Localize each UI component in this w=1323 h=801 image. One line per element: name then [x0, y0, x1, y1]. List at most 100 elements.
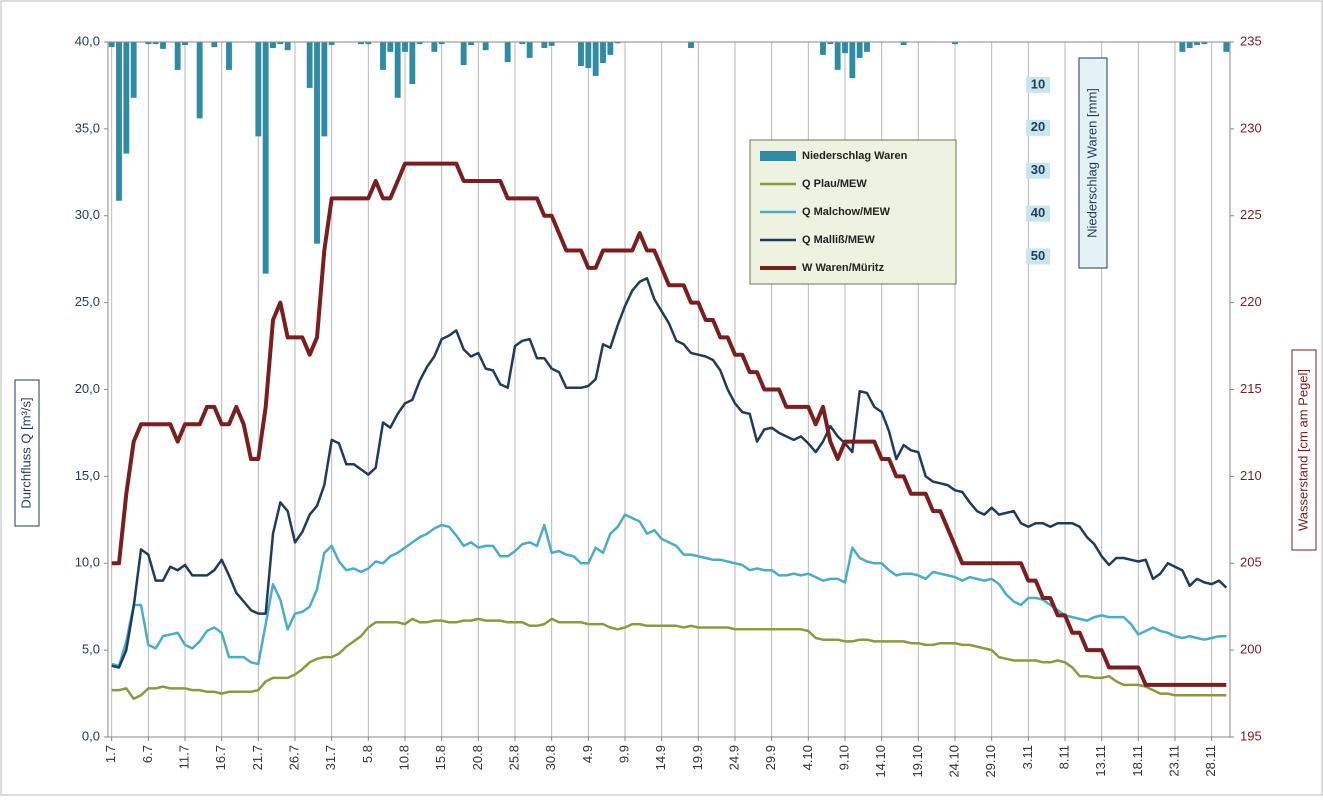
line-layer	[111, 161, 1228, 701]
x-tick-label: 26.7	[286, 745, 301, 770]
x-tick-label: 8.11	[1056, 745, 1071, 769]
bar	[226, 42, 232, 70]
x-tick-label: 3.11	[1020, 745, 1035, 769]
y2-tick-label: 210	[1240, 468, 1262, 483]
y2-tick-label: 200	[1240, 642, 1262, 657]
y3-tick-box	[1026, 119, 1050, 136]
y3-tick-box	[1026, 76, 1050, 93]
bar	[196, 42, 203, 119]
x-tick-label: 31.7	[323, 745, 338, 770]
legend: Niederschlag Waren Q Plau/MEW Q Malchow/ME…	[749, 139, 957, 285]
bar	[585, 42, 592, 69]
x-tick-label: 19.10	[910, 745, 925, 778]
y3-tick-label: 20	[1031, 119, 1045, 134]
y2-tick-label: 205	[1240, 555, 1262, 570]
bar	[394, 42, 401, 98]
bar	[431, 42, 438, 52]
x-tick-label: 28.11	[1203, 745, 1218, 777]
y2-tick-label: 215	[1240, 381, 1262, 396]
x-tick-label: 29.9	[763, 745, 778, 770]
legend-label: Niederschlag Waren	[802, 150, 908, 162]
x-tick-label: 29.10	[983, 745, 998, 778]
y-axis-label: Durchfluss Q [m³/s]	[18, 397, 33, 508]
x-tick-label: 16.7	[213, 745, 228, 770]
x-tick-label: 30.8	[543, 745, 558, 770]
bar	[900, 42, 907, 46]
bar	[438, 42, 445, 45]
line	[111, 161, 1227, 687]
x-tick-label: 24.10	[946, 745, 961, 778]
y3-tick-label: 40	[1031, 205, 1045, 220]
bar	[145, 42, 152, 45]
x-tick-label: 14.9	[653, 745, 668, 770]
bar	[688, 42, 694, 49]
plot-area	[107, 41, 1231, 738]
x-tick-label: 4.10	[800, 745, 815, 770]
x-tick-label: 18.11	[1130, 745, 1145, 777]
bar	[402, 42, 408, 52]
y3-axis-label: Niederschlag Waren [mm]	[1084, 88, 1099, 238]
x-tick-label: 23.11	[1166, 745, 1181, 777]
y3-tick-box	[1026, 248, 1050, 265]
bar	[614, 42, 621, 44]
bar	[314, 42, 320, 244]
bar	[321, 42, 328, 137]
legend-label: W Waren/Müritz	[802, 262, 885, 274]
bar	[409, 42, 416, 85]
bar	[387, 42, 394, 52]
bar	[482, 42, 489, 51]
bar	[123, 42, 130, 154]
bar	[277, 42, 284, 45]
bar	[460, 42, 467, 66]
x-tick-label: 15.8	[433, 745, 448, 770]
y2-label-box	[1291, 349, 1317, 551]
bar	[365, 42, 372, 45]
bar	[600, 42, 606, 64]
bar	[358, 42, 364, 45]
bar	[526, 42, 533, 58]
bar	[108, 42, 115, 48]
x-tick-label: 21.7	[250, 745, 265, 770]
y-tick-label: 15,0	[75, 468, 100, 483]
x-tick-label: 11.7	[176, 745, 191, 769]
y3-tick-label: 50	[1031, 248, 1045, 263]
legend-label: Q Plau/MEW	[802, 178, 867, 190]
bar	[416, 42, 423, 45]
bar	[1194, 42, 1200, 46]
bar	[578, 42, 584, 67]
y2-axis-label: Wasserstand [cm am Pegel]	[1295, 369, 1310, 531]
bar	[380, 42, 386, 70]
y-tick-label: 40,0	[75, 33, 100, 48]
y-tick-label: 35,0	[75, 120, 100, 135]
legend-swatch	[760, 151, 796, 161]
y-tick-label: 0,0	[82, 728, 100, 743]
bar	[270, 42, 276, 49]
bar	[211, 42, 218, 48]
label-layer: Durchfluss Q [m³/s] Wasserstand [cm am P…	[14, 33, 1317, 778]
x-tick-label: 10.8	[396, 745, 411, 770]
legend-label: Q Malliß/MEW	[802, 234, 875, 246]
y2-tick-label: 225	[1240, 207, 1262, 222]
bar-layer	[108, 42, 1230, 274]
x-tick-label: 1.7	[103, 745, 118, 763]
bar	[1201, 42, 1208, 45]
bar	[284, 42, 291, 51]
x-tick-label: 6.7	[140, 745, 155, 763]
grid-layer	[104, 41, 1234, 741]
x-tick-label: 20.8	[470, 745, 485, 770]
x-tick-label: 14.10	[873, 745, 888, 778]
y-tick-label: 30,0	[75, 207, 100, 222]
y3-tick-label: 10	[1031, 76, 1045, 91]
bar	[468, 42, 474, 46]
bar	[519, 42, 526, 45]
bar	[504, 42, 511, 63]
bar	[864, 42, 870, 52]
bar	[842, 42, 848, 54]
bar	[592, 42, 599, 76]
bar	[306, 42, 313, 88]
bar	[262, 42, 269, 274]
bar	[827, 42, 834, 45]
x-tick-label: 13.11	[1093, 745, 1108, 777]
bar	[152, 42, 159, 45]
